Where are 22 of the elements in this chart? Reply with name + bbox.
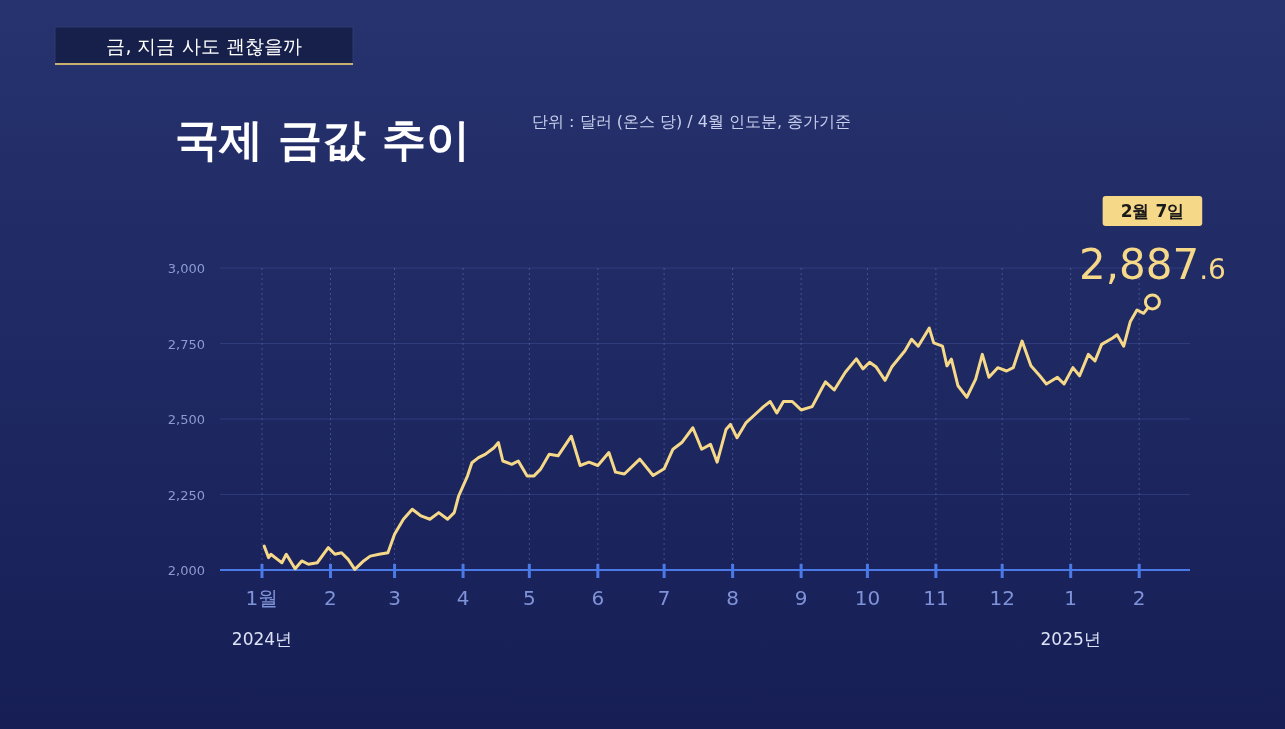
chart-title: 국제 금값 추이 xyxy=(175,114,470,165)
chart-subtitle: 단위 : 달러 (온스 당) / 4월 인도분, 종가기준 xyxy=(532,112,852,131)
y-tick-label: 2,750 xyxy=(167,336,205,352)
y-tick-label: 2,000 xyxy=(167,563,205,578)
x-tick-label: 9 xyxy=(794,586,808,610)
x-tick-label: 5 xyxy=(522,586,536,610)
y-tick-label: 2,250 xyxy=(167,487,205,503)
y-tick-label: 3,000 xyxy=(167,261,205,276)
y-tick-label: 2,500 xyxy=(167,412,205,427)
x-tick-label: 2 xyxy=(1132,586,1146,610)
x-tick-label: 6 xyxy=(591,586,605,610)
x-tick-label: 4 xyxy=(456,586,470,610)
x-tick-label: 7 xyxy=(657,586,671,610)
x-tick-label: 8 xyxy=(726,586,739,610)
x-tick-label: 3 xyxy=(388,586,401,610)
text: 금, 지금 사도 괜찮을까 xyxy=(106,35,302,57)
annotation: 2,887.6 xyxy=(1078,239,1226,289)
x-tick-label: 10 xyxy=(854,586,881,610)
x-tick-label: 11 xyxy=(923,586,949,610)
text: 2월 7일 xyxy=(1120,200,1185,221)
x-tick-label: 12 xyxy=(989,586,1015,610)
x-tick-label: 2 xyxy=(324,586,337,610)
